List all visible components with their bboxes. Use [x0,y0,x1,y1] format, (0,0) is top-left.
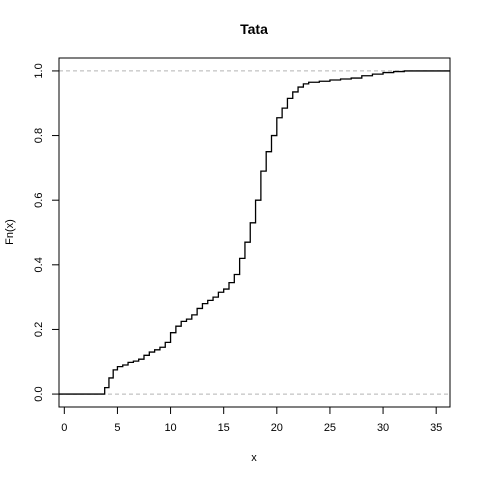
reference-lines [59,70,450,395]
y-tick-label: 1.0 [33,63,45,78]
x-axis-label: x [251,452,257,464]
ecdf-series-line [59,70,450,395]
y-tick-label: 0.4 [33,257,45,272]
x-tick-label: 5 [114,422,120,434]
y-tick-label: 0.2 [33,322,45,337]
x-tick-label: 35 [430,422,442,434]
y-axis: 0.0 0.2 0.4 0.6 0.8 1.0 [33,63,60,402]
y-tick-label: 0.6 [33,193,45,208]
x-tick-label: 10 [164,422,176,434]
x-tick-label: 25 [324,422,336,434]
y-axis-label: Fn(x) [4,219,16,245]
series-group [59,70,450,395]
x-tick-label: 20 [271,422,283,434]
y-tick-label: 0.8 [33,128,45,143]
x-tick-label: 30 [377,422,389,434]
y-tick-label: 0.0 [33,386,45,401]
x-tick-label: 15 [218,422,230,434]
x-tick-label: 0 [61,422,67,434]
chart-title: Tata [240,21,268,37]
x-axis: 0 5 10 15 20 25 30 35 [61,406,442,434]
